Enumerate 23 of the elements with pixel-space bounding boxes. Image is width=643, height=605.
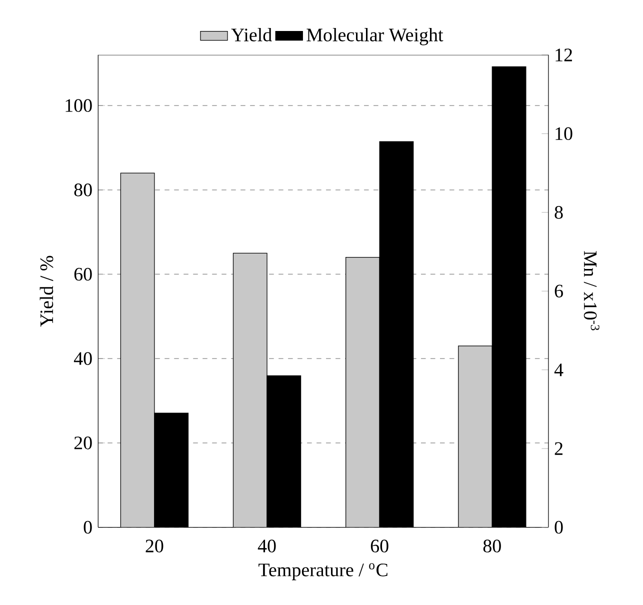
- y2-tick-label: 10: [556, 127, 572, 140]
- legend-label: Yield: [231, 28, 272, 42]
- y2-tick-label: 8: [554, 206, 563, 219]
- y-tick-label: 100: [66, 99, 92, 112]
- y2-tick-label: 0: [554, 520, 563, 534]
- legend-label: Molecular Weight: [306, 28, 444, 46]
- y2-tick-label: 4: [554, 363, 564, 376]
- y2-tick-label: 2: [554, 442, 562, 455]
- x-tick-label: 40: [258, 540, 276, 552]
- y-tick-label: 80: [74, 183, 92, 196]
- x-axis-title: Temperature / $^{o}$C: [258, 563, 388, 580]
- y2-axis-title: Mn / x10$^{-3}$: [584, 251, 600, 330]
- bar: [120, 172, 154, 528]
- x-tick-label: 80: [483, 540, 501, 552]
- y-tick-label: 60: [74, 268, 92, 281]
- y-tick-label: 40: [74, 352, 92, 365]
- y-axis-title: Yield / %: [40, 256, 54, 327]
- y-tick-label: 20: [74, 436, 92, 450]
- x-tick-label: 20: [146, 540, 164, 552]
- y-tick-label: 0: [84, 520, 92, 534]
- y2-tick-label: 6: [554, 284, 563, 298]
- x-tick-label: 60: [370, 540, 388, 552]
- y2-tick-label: 12: [556, 48, 572, 62]
